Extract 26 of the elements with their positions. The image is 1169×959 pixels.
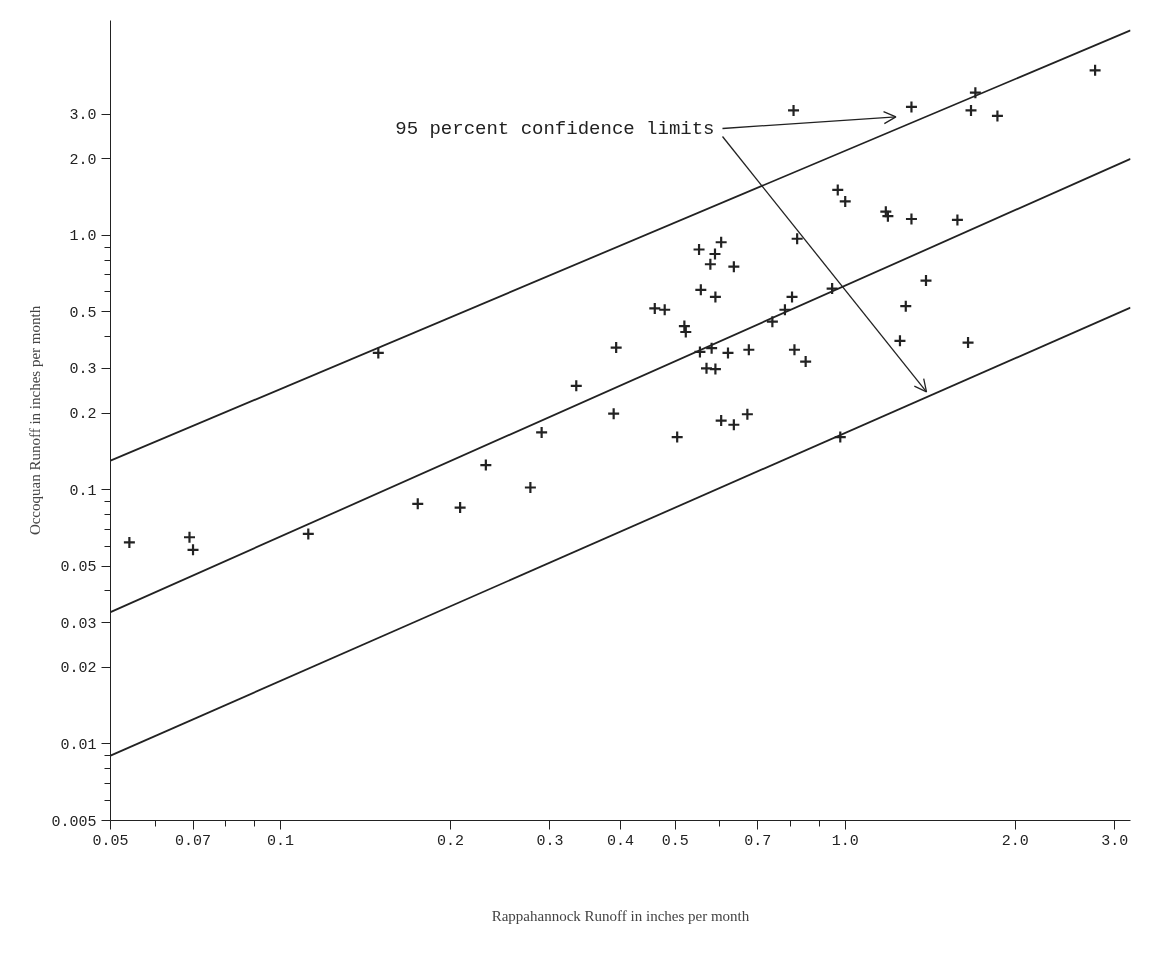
x-tick-label: 0.5: [661, 832, 689, 850]
y-tick-label: 0.01: [60, 736, 97, 754]
x-axis-title: Rappahannock Runoff in inches per month: [491, 907, 750, 924]
y-tick-label: 1.0: [69, 228, 97, 246]
y-tick-label: 0.05: [60, 559, 97, 577]
x-tick-label: 0.7: [744, 832, 772, 850]
x-tick-label: 3.0: [1101, 832, 1129, 850]
x-tick-label: 0.07: [175, 832, 212, 850]
annotation: 95 percent confidence limits: [395, 117, 715, 140]
y-tick-label: 0.1: [69, 482, 97, 500]
x-tick-label: 0.05: [92, 832, 129, 850]
y-tick-label: 0.5: [69, 304, 97, 322]
y-tick-label: 2.0: [69, 151, 97, 169]
x-tick-label: 0.4: [607, 832, 635, 850]
y-tick-label: 0.03: [60, 615, 97, 633]
x-tick-label: 0.2: [437, 832, 465, 850]
x-tick-label: 2.0: [1001, 832, 1029, 850]
x-tick-label: 1.0: [831, 832, 859, 850]
y-tick-label: 0.2: [69, 406, 97, 424]
y-tick-label: 0.02: [60, 660, 97, 678]
y-tick-label: 0.3: [69, 361, 97, 379]
y-axis-title: Occoquan Runoff in inches per month: [27, 305, 44, 536]
x-tick-label: 0.3: [536, 832, 564, 850]
y-tick-label: 0.005: [51, 813, 97, 831]
y-tick-label: 3.0: [69, 107, 97, 125]
x-tick-label: 0.1: [267, 832, 295, 850]
